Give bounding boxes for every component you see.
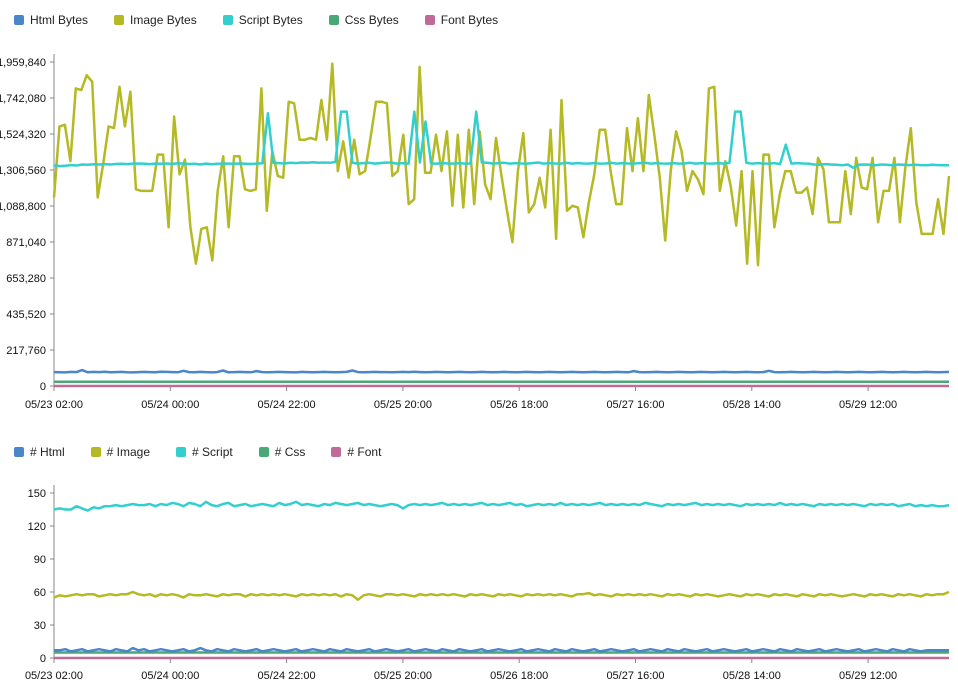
counts-series-line-count-script[interactable] bbox=[53, 500, 950, 512]
legend-swatch bbox=[90, 447, 101, 457]
legend-label: # Html bbox=[30, 445, 65, 459]
bytes-x-tick-label: 05/27 16:00 bbox=[606, 399, 664, 411]
bytes-x-tick-label: 05/25 20:00 bbox=[374, 399, 432, 411]
legend-item-count-css[interactable]: # Css bbox=[258, 445, 306, 459]
bytes-y-tick-label: 0 bbox=[40, 381, 46, 393]
counts-x-tick-label: 05/29 12:00 bbox=[839, 670, 897, 682]
counts-y-tick-label: 30 bbox=[34, 620, 46, 632]
bytes-chart: 0 217,760 435,520 653,280 871,040 1,088,800 1,… bbox=[0, 54, 951, 411]
counts-series-line-count-image[interactable] bbox=[53, 590, 950, 601]
counts-y-tick-label: 150 bbox=[28, 488, 46, 500]
legend-label: # Image bbox=[106, 445, 151, 459]
legend-item-count-image[interactable]: # Image bbox=[90, 445, 151, 459]
legend-swatch bbox=[114, 15, 125, 25]
legend-swatch bbox=[14, 447, 24, 457]
counts-chart: 0 30 60 90 120 150 05/23 02:00 05/24 00:00 05/24… bbox=[25, 485, 950, 682]
legend-item-count-html[interactable]: # Html bbox=[14, 445, 65, 459]
bytes-series-line-script-bytes[interactable] bbox=[53, 110, 949, 170]
legend-item-html-bytes[interactable]: Html Bytes bbox=[14, 13, 88, 27]
counts-x-tick-label: 05/26 18:00 bbox=[490, 670, 548, 682]
legend-swatch bbox=[14, 15, 24, 25]
legend-swatch bbox=[424, 15, 435, 25]
counts-x-tick-label: 05/24 22:00 bbox=[258, 670, 316, 682]
legend-swatch bbox=[258, 447, 269, 457]
counts-x-tick-label: 05/28 14:00 bbox=[723, 670, 781, 682]
bytes-x-tick-label: 05/26 18:00 bbox=[490, 399, 548, 411]
legend-label: Html Bytes bbox=[30, 13, 89, 27]
bytes-y-tick-label: 871,040 bbox=[6, 237, 46, 249]
legend-swatch bbox=[328, 15, 339, 25]
bytes-series-line-image-bytes[interactable] bbox=[52, 62, 951, 267]
legend-label: # Css bbox=[274, 445, 306, 459]
bytes-y-tick-label: 217,760 bbox=[6, 345, 46, 357]
bytes-chart-legend: Html Bytes Image Bytes Script Bytes Css Byt… bbox=[14, 13, 524, 27]
legend-swatch bbox=[222, 15, 233, 25]
bytes-y-tick-label: 1,524,320 bbox=[0, 129, 46, 141]
bytes-y-tick-label: 653,280 bbox=[6, 273, 46, 285]
counts-y-tick-label: 120 bbox=[28, 521, 46, 533]
bytes-series-line-html-bytes[interactable] bbox=[53, 368, 950, 374]
legend-item-font-bytes[interactable]: Font Bytes bbox=[424, 13, 499, 27]
counts-chart-legend: # Html # Image # Script # Css # Font bbox=[14, 445, 407, 459]
legend-item-count-script[interactable]: # Script bbox=[176, 445, 233, 459]
legend-label: Script Bytes bbox=[238, 13, 303, 27]
legend-swatch bbox=[331, 447, 342, 457]
bytes-y-tick-label: 1,742,080 bbox=[0, 93, 46, 105]
bytes-x-tick-label: 05/23 02:00 bbox=[25, 399, 83, 411]
counts-series-line-count-html[interactable] bbox=[54, 646, 949, 653]
legend-item-script-bytes[interactable]: Script Bytes bbox=[222, 13, 303, 27]
bytes-x-tick-label: 05/28 14:00 bbox=[723, 399, 781, 411]
counts-y-tick-label: 60 bbox=[34, 587, 46, 599]
legend-label: Font Bytes bbox=[440, 13, 499, 27]
legend-label: Css Bytes bbox=[344, 13, 399, 27]
bytes-y-tick-label: 435,520 bbox=[6, 309, 46, 321]
bytes-x-tick-label: 05/24 22:00 bbox=[258, 399, 316, 411]
legend-swatch bbox=[176, 447, 187, 457]
counts-x-tick-label: 05/27 16:00 bbox=[606, 670, 664, 682]
legend-item-css-bytes[interactable]: Css Bytes bbox=[328, 13, 399, 27]
legend-item-count-font[interactable]: # Font bbox=[331, 445, 381, 459]
legend-item-image-bytes[interactable]: Image Bytes bbox=[114, 13, 197, 27]
legend-label: # Font bbox=[347, 445, 382, 459]
bytes-y-tick-label: 1,306,560 bbox=[0, 165, 46, 177]
counts-y-tick-label: 90 bbox=[34, 554, 46, 566]
bytes-y-tick-label: 1,959,840 bbox=[0, 57, 46, 69]
bytes-x-tick-label: 05/29 12:00 bbox=[839, 399, 897, 411]
legend-label: Image Bytes bbox=[130, 13, 197, 27]
legend-label: # Script bbox=[192, 445, 233, 459]
counts-x-tick-label: 05/24 00:00 bbox=[141, 670, 199, 682]
counts-x-tick-label: 05/23 02:00 bbox=[25, 670, 83, 682]
counts-x-tick-label: 05/25 20:00 bbox=[374, 670, 432, 682]
bytes-x-tick-label: 05/24 00:00 bbox=[141, 399, 199, 411]
bytes-y-tick-label: 1,088,800 bbox=[0, 201, 46, 213]
counts-y-tick-label: 0 bbox=[40, 653, 46, 665]
